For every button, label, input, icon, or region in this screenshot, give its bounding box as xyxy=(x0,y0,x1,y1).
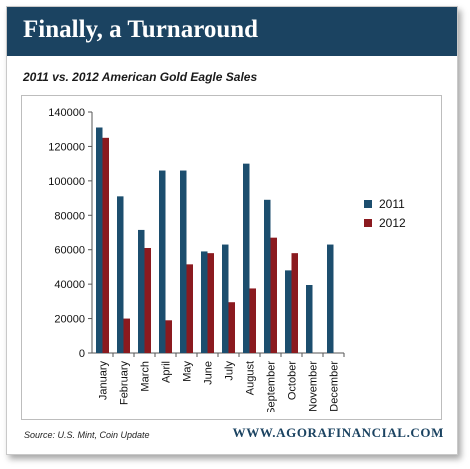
title-banner: Finally, a Turnaround xyxy=(7,7,457,56)
x-tick-label-may: May xyxy=(182,361,194,382)
x-tick-label-february: February xyxy=(119,361,131,406)
bar-2012-august xyxy=(249,288,256,353)
legend-swatch-2012 xyxy=(364,219,372,227)
x-tick-label-june: June xyxy=(203,361,215,385)
x-tick-label-march: March xyxy=(140,361,152,392)
y-tick-label: 140000 xyxy=(48,107,85,119)
bar-chart: 0 20000 40000 60000 80000 100000 120000 140000 J… xyxy=(48,107,406,412)
plot-frame: 0 20000 40000 60000 80000 100000 120000 140000 J… xyxy=(21,95,442,420)
x-tick-label-july: July xyxy=(224,361,236,381)
x-tick-label-august: August xyxy=(245,361,257,395)
y-tick-label: 20000 xyxy=(54,314,85,326)
bar-2012-september xyxy=(270,237,277,353)
chart-banner-title: Finally, a Turnaround xyxy=(23,16,259,43)
legend-swatch-2011 xyxy=(364,200,372,208)
chart-card: Finally, a Turnaround 2011 vs. 2012 Amer… xyxy=(6,6,458,455)
bar-2011-march xyxy=(138,229,145,353)
bar-2011-november xyxy=(306,285,313,353)
bar-2012-october xyxy=(291,253,298,353)
bar-2012-may xyxy=(186,264,193,353)
x-tick-label-january: January xyxy=(98,361,110,401)
bar-2012-april xyxy=(165,320,172,353)
bar-2012-march xyxy=(144,247,151,353)
bar-2011-january xyxy=(96,127,103,353)
bar-2011-august xyxy=(243,163,250,353)
x-tick-label-november: November xyxy=(308,361,320,412)
bar-2012-february xyxy=(123,318,130,353)
y-tick-label: 0 xyxy=(79,348,85,360)
bar-2011-december xyxy=(327,244,334,353)
bar-2011-october xyxy=(285,270,292,353)
source-note: Source: U.S. Mint, Coin Update xyxy=(24,430,150,440)
bar-2012-july xyxy=(228,302,235,353)
y-tick-label: 80000 xyxy=(54,210,85,222)
x-tick-label-october: October xyxy=(287,361,299,400)
bar-2011-july xyxy=(222,244,229,353)
y-tick-label: 100000 xyxy=(48,176,85,188)
bar-2011-june xyxy=(201,251,208,353)
legend-label-2012: 2012 xyxy=(379,216,406,230)
y-tick-label: 60000 xyxy=(54,245,85,257)
bar-2012-january xyxy=(102,137,109,353)
bar-2011-april xyxy=(159,170,166,353)
legend-label-2011: 2011 xyxy=(379,197,405,211)
bar-2011-february xyxy=(117,196,124,353)
chart-subtitle: 2011 vs. 2012 American Gold Eagle Sales xyxy=(23,70,258,84)
y-tick-label: 120000 xyxy=(48,141,85,153)
bar-2012-june xyxy=(207,253,214,353)
site-url: WWW.AGORAFINANCIAL.COM xyxy=(232,425,444,440)
x-tick-label-september: September xyxy=(266,361,278,412)
x-tick-label-april: April xyxy=(161,361,173,383)
x-tick-label-december: December xyxy=(329,361,341,412)
bar-2011-september xyxy=(264,199,271,353)
y-tick-label: 40000 xyxy=(54,279,85,291)
bar-2011-may xyxy=(180,170,187,353)
